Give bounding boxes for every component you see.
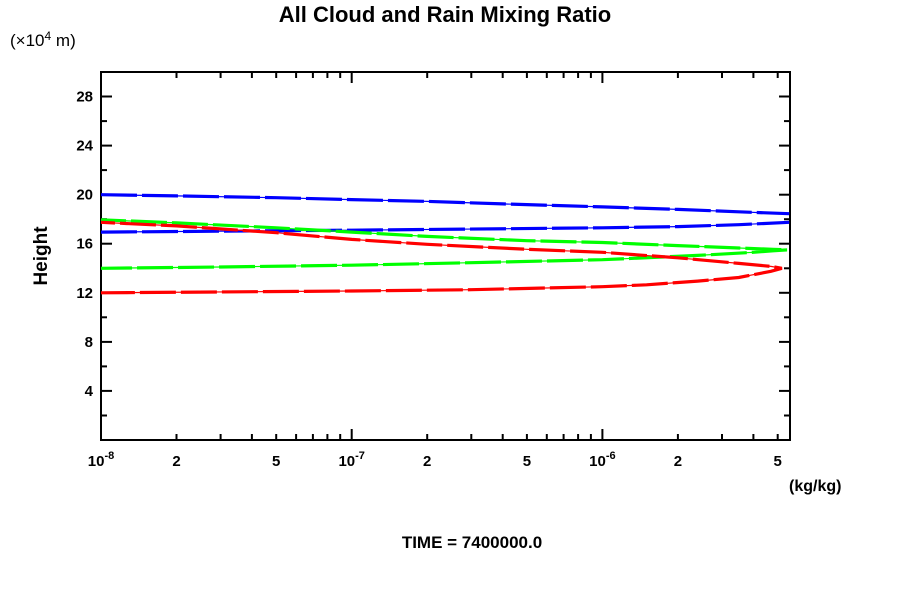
y-tick-label: 28 [76, 89, 93, 106]
y-axis-unit-label: (×104 m) [10, 29, 76, 51]
curve-red-profile [100, 220, 783, 295]
x-tick-label: 10-7 [338, 450, 364, 470]
x-tick-label: 5 [523, 453, 531, 470]
y-tick-label: 12 [76, 285, 93, 302]
x-tick-label: 2 [674, 453, 682, 470]
axis-box [100, 71, 791, 441]
y-tick-label: 20 [76, 187, 93, 204]
chart-title: All Cloud and Rain Mixing Ratio [278, 2, 612, 27]
x-tick-label: 2 [172, 453, 180, 470]
y-axis-unit-pre: (×10 [10, 31, 45, 50]
time-caption: TIME = 7400000.0 [401, 533, 543, 552]
y-axis-unit-exponent: 4 [44, 29, 52, 43]
x-tick-label: 2 [423, 453, 431, 470]
curve-green-profile [100, 218, 788, 270]
y-tick-label: 8 [85, 334, 93, 351]
x-tick-label: 10-8 [88, 450, 114, 470]
y-tick-label: 24 [76, 138, 93, 155]
y-axis-unit-post: m) [51, 31, 76, 50]
y-tick-label: 16 [76, 236, 93, 253]
curve-blue-profile [100, 193, 790, 216]
x-tick-label: 10-6 [589, 450, 615, 470]
x-tick-label: 5 [272, 453, 280, 470]
x-axis-unit-label: (kg/kg) [789, 478, 842, 495]
x-tick-label: 5 [774, 453, 782, 470]
y-tick-label: 4 [85, 383, 94, 400]
